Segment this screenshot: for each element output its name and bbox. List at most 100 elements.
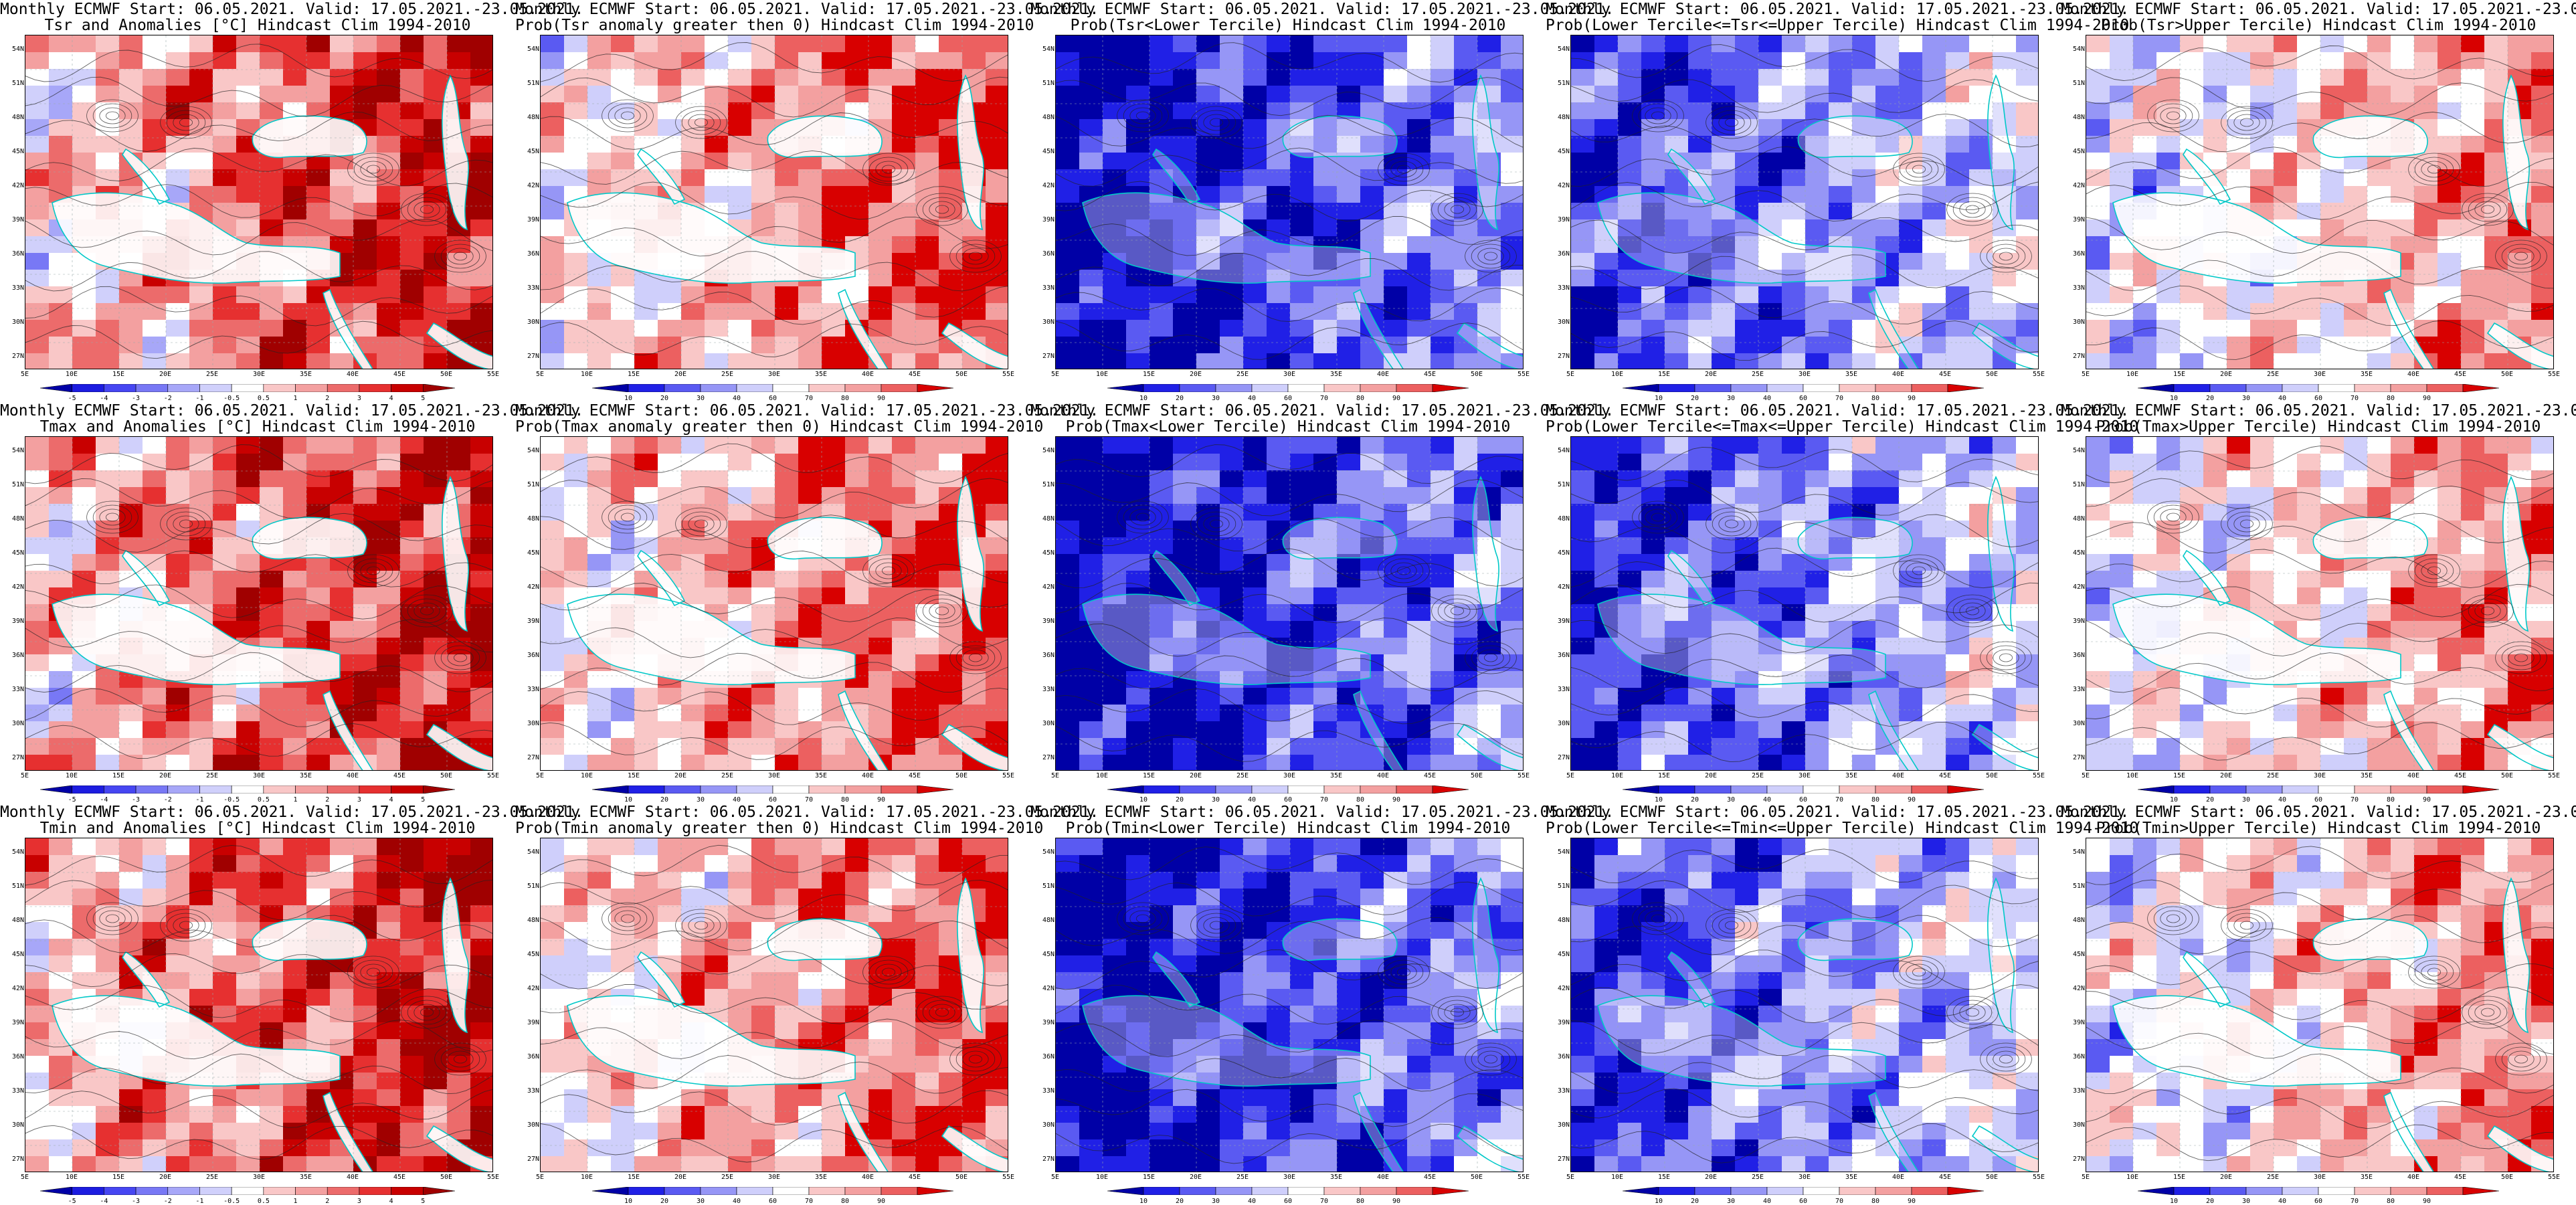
field-cell — [751, 554, 775, 571]
field-cell — [72, 671, 96, 688]
field-cell — [1571, 537, 1595, 555]
field-cell — [1946, 554, 1970, 571]
field-cell — [1829, 69, 1853, 86]
field-cell — [751, 705, 775, 722]
field-cell — [353, 35, 377, 53]
longitude-label: 40E — [1885, 371, 1912, 378]
field-cell — [1149, 537, 1174, 555]
field-cell — [213, 86, 237, 103]
field-cell — [1618, 671, 1642, 688]
field-cell — [1267, 102, 1291, 120]
field-cell — [1712, 705, 1736, 722]
field-cell — [1571, 554, 1595, 571]
field-cell — [1337, 437, 1361, 454]
field-cell — [1501, 654, 1524, 672]
field-cell — [1079, 554, 1103, 571]
colorbar-swatch — [391, 384, 424, 392]
field-cell — [2227, 504, 2251, 521]
field-cell — [564, 470, 588, 488]
field-cell — [1454, 219, 1478, 237]
field-cell — [1594, 437, 1619, 454]
field-cell — [2086, 705, 2110, 722]
field-cell — [1875, 219, 1900, 237]
field-cell — [822, 320, 846, 337]
field-cell — [1290, 437, 1314, 454]
colorbar-swatch — [2210, 384, 2246, 392]
field-cell — [2344, 487, 2368, 504]
field-cell — [1852, 587, 1876, 605]
field-cell — [236, 587, 260, 605]
field-cell — [119, 688, 143, 705]
field-cell — [868, 320, 893, 337]
colorbar-swatch — [773, 785, 809, 794]
field-cell — [822, 738, 846, 755]
field-cell — [728, 537, 752, 555]
field-cell — [1431, 705, 1455, 722]
field-cell — [166, 470, 190, 488]
field-cell — [353, 186, 377, 203]
field-cell — [798, 303, 822, 320]
field-cell — [2180, 537, 2204, 555]
field-cell — [2461, 721, 2485, 739]
field-cell — [1126, 721, 1150, 739]
colorbar-swatch — [1695, 785, 1731, 794]
field-cell — [1313, 437, 1338, 454]
field-cell — [564, 136, 588, 153]
field-cell — [1735, 86, 1759, 103]
colorbar-swatch — [136, 785, 168, 794]
field-cell — [1594, 554, 1619, 571]
field-cell — [1899, 236, 1923, 254]
field-cell — [353, 270, 377, 287]
field-cell — [1196, 755, 1220, 771]
field-cell — [1173, 688, 1197, 705]
field-cell — [1946, 136, 1970, 153]
field-cell — [2133, 35, 2157, 53]
longitude-label: 40E — [1885, 772, 1912, 779]
field-cell — [2484, 52, 2508, 70]
field-cell — [1501, 69, 1524, 86]
field-cell — [1290, 86, 1314, 103]
field-cell — [728, 320, 752, 337]
field-cell — [1407, 638, 1431, 655]
field-cell — [822, 755, 846, 771]
field-cell — [634, 437, 658, 454]
field-cell — [330, 487, 354, 504]
field-cell — [400, 353, 424, 369]
field-cell — [1969, 638, 1993, 655]
field-cell — [2391, 604, 2415, 622]
field-cell — [143, 738, 167, 755]
field-cell — [892, 671, 916, 688]
field-cell — [1758, 487, 1782, 504]
field-cell — [634, 86, 658, 103]
field-cell — [1454, 236, 1478, 254]
field-cell — [49, 671, 73, 688]
panel-title-line1: Monthly ECMWF Start: 06.05.2021. Valid: … — [1546, 403, 2061, 420]
colorbar-swatch — [845, 384, 881, 392]
field-cell — [751, 487, 775, 504]
field-cell — [2297, 487, 2321, 504]
field-cell — [587, 537, 612, 555]
field-cell — [751, 755, 775, 771]
field-cell — [2461, 102, 2485, 120]
field-cell — [260, 738, 284, 755]
field-cell — [915, 286, 939, 304]
field-cell — [1407, 671, 1431, 688]
field-cell — [1056, 487, 1080, 504]
field-cell — [1431, 52, 1455, 70]
field-cell — [611, 721, 635, 739]
field-cell — [611, 537, 635, 555]
field-cell — [681, 470, 705, 488]
field-cell — [2016, 153, 2039, 170]
field-cell — [1594, 454, 1619, 471]
field-cell — [939, 69, 963, 86]
field-cell — [2484, 353, 2508, 369]
colorbar-swatch — [881, 785, 917, 794]
field-cell — [96, 437, 120, 454]
field-cell — [1079, 286, 1103, 304]
longitude-label: 30E — [1791, 371, 1818, 378]
field-cell — [2297, 688, 2321, 705]
field-cell — [2203, 738, 2227, 755]
field-cell — [2110, 537, 2134, 555]
latitude-label: 36N — [519, 250, 539, 258]
field-cell — [1431, 521, 1455, 538]
